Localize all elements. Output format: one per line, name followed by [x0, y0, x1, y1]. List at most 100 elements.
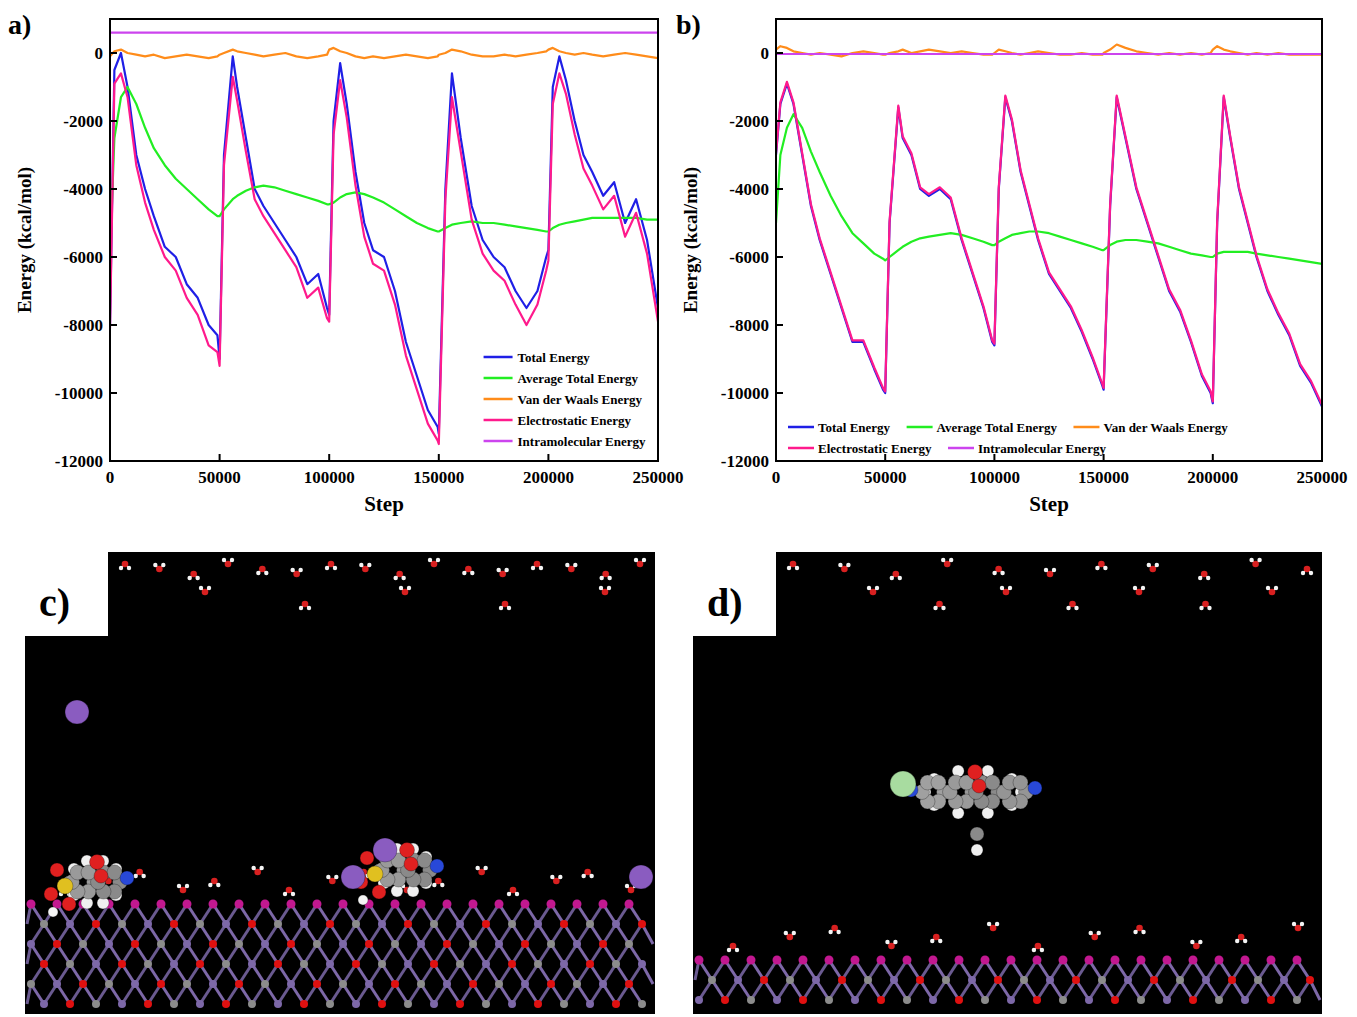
water-hydrogen — [1243, 939, 1247, 943]
water-oxygen — [602, 589, 609, 596]
lattice-atom — [1137, 956, 1146, 965]
water-hydrogen — [938, 939, 942, 943]
water-hydrogen — [565, 563, 569, 567]
series-line — [110, 87, 658, 257]
lattice-atom — [799, 956, 808, 965]
lattice-atom — [456, 960, 464, 968]
water-hydrogen — [727, 948, 731, 952]
lattice-atom — [508, 960, 516, 968]
water-hydrogen — [1044, 568, 1048, 572]
lattice-atom — [812, 976, 820, 984]
lattice-atom — [508, 1000, 516, 1008]
lattice-atom — [599, 900, 608, 909]
water-hydrogen — [1066, 606, 1070, 610]
x-tick — [328, 454, 330, 461]
water-hydrogen — [1032, 948, 1036, 952]
water-hydrogen — [1095, 566, 1099, 570]
legend-swatch — [484, 440, 513, 443]
water-hydrogen — [440, 883, 444, 887]
water-oxygen — [888, 943, 895, 950]
water-oxygen — [1091, 934, 1098, 941]
water-hydrogen — [496, 568, 500, 572]
water-oxygen — [328, 561, 335, 568]
water-hydrogen — [1155, 563, 1159, 567]
lattice-atom — [287, 980, 295, 988]
water-oxygen — [302, 601, 309, 608]
lattice-atom — [612, 920, 620, 928]
lattice-atom — [1176, 976, 1184, 984]
y-tick — [776, 52, 783, 54]
legend-label: Average Total Energy — [518, 371, 639, 386]
lattice-atom — [456, 1000, 464, 1008]
lattice-atom — [734, 976, 742, 984]
lattice-atom — [1267, 956, 1276, 965]
legend-label: Total Energy — [518, 350, 591, 365]
lattice-atom — [1202, 976, 1210, 984]
lattice-atom — [339, 900, 348, 909]
lattice-atom — [547, 980, 555, 988]
lattice-atom — [248, 960, 256, 968]
lattice-atom — [456, 920, 464, 928]
lattice-atom — [209, 980, 217, 988]
lattice-atom — [1059, 996, 1067, 1004]
legend-swatch — [948, 447, 974, 450]
water-hydrogen — [1249, 558, 1253, 562]
y-tick-label: -10000 — [721, 384, 769, 403]
lattice-atom — [196, 920, 204, 928]
atom — [57, 878, 73, 894]
water-hydrogen — [470, 571, 474, 575]
y-tick — [110, 460, 117, 462]
water-oxygen — [396, 571, 403, 578]
lattice-atom — [404, 1000, 412, 1008]
water-hydrogen — [119, 566, 123, 570]
lattice-atom — [708, 976, 716, 984]
water-hydrogen — [298, 568, 302, 572]
water-hydrogen — [828, 930, 832, 934]
water-hydrogen — [1257, 558, 1261, 562]
lattice-atom — [573, 900, 582, 909]
water-hydrogen — [462, 571, 466, 575]
water-hydrogen — [539, 566, 543, 570]
lattice-atom — [326, 1000, 334, 1008]
lattice-atom — [1189, 956, 1198, 965]
y-tick — [776, 392, 783, 394]
lattice-atom — [1280, 976, 1288, 984]
y-tick — [776, 460, 783, 462]
lattice-atom — [352, 920, 360, 928]
water-hydrogen — [475, 866, 479, 870]
lattice-atom — [235, 940, 243, 948]
plot-area — [110, 33, 658, 444]
lattice-atom — [1072, 976, 1080, 984]
water-oxygen — [211, 878, 218, 885]
water-hydrogen — [216, 883, 220, 887]
water-hydrogen — [1040, 948, 1044, 952]
lattice-atom — [40, 960, 48, 968]
water-oxygen — [1252, 561, 1259, 568]
water-hydrogen — [299, 606, 303, 610]
water-hydrogen — [399, 586, 403, 590]
lattice-atom — [1306, 976, 1314, 984]
water-hydrogen — [251, 866, 255, 870]
x-tick-label: 250000 — [633, 468, 684, 487]
lattice-atom — [955, 956, 964, 965]
water-oxygen — [136, 869, 143, 876]
lattice-atom — [261, 940, 269, 948]
y-tick — [776, 188, 783, 190]
lattice-atom — [547, 940, 555, 948]
water-hydrogen — [949, 558, 953, 562]
water-hydrogen — [838, 563, 842, 567]
atom — [94, 869, 108, 883]
lattice-atom — [170, 960, 178, 968]
atom — [404, 857, 418, 871]
lattice-atom — [417, 980, 425, 988]
water-oxygen — [478, 869, 485, 876]
y-tick-label: -2000 — [63, 112, 103, 131]
lattice-atom — [1046, 976, 1054, 984]
lattice-atom — [222, 960, 230, 968]
lattice-atom — [391, 900, 400, 909]
lattice-atom — [573, 980, 581, 988]
atom — [358, 895, 368, 905]
lattice-atom — [955, 996, 963, 1004]
series-line — [110, 73, 658, 444]
water-hydrogen — [367, 563, 371, 567]
